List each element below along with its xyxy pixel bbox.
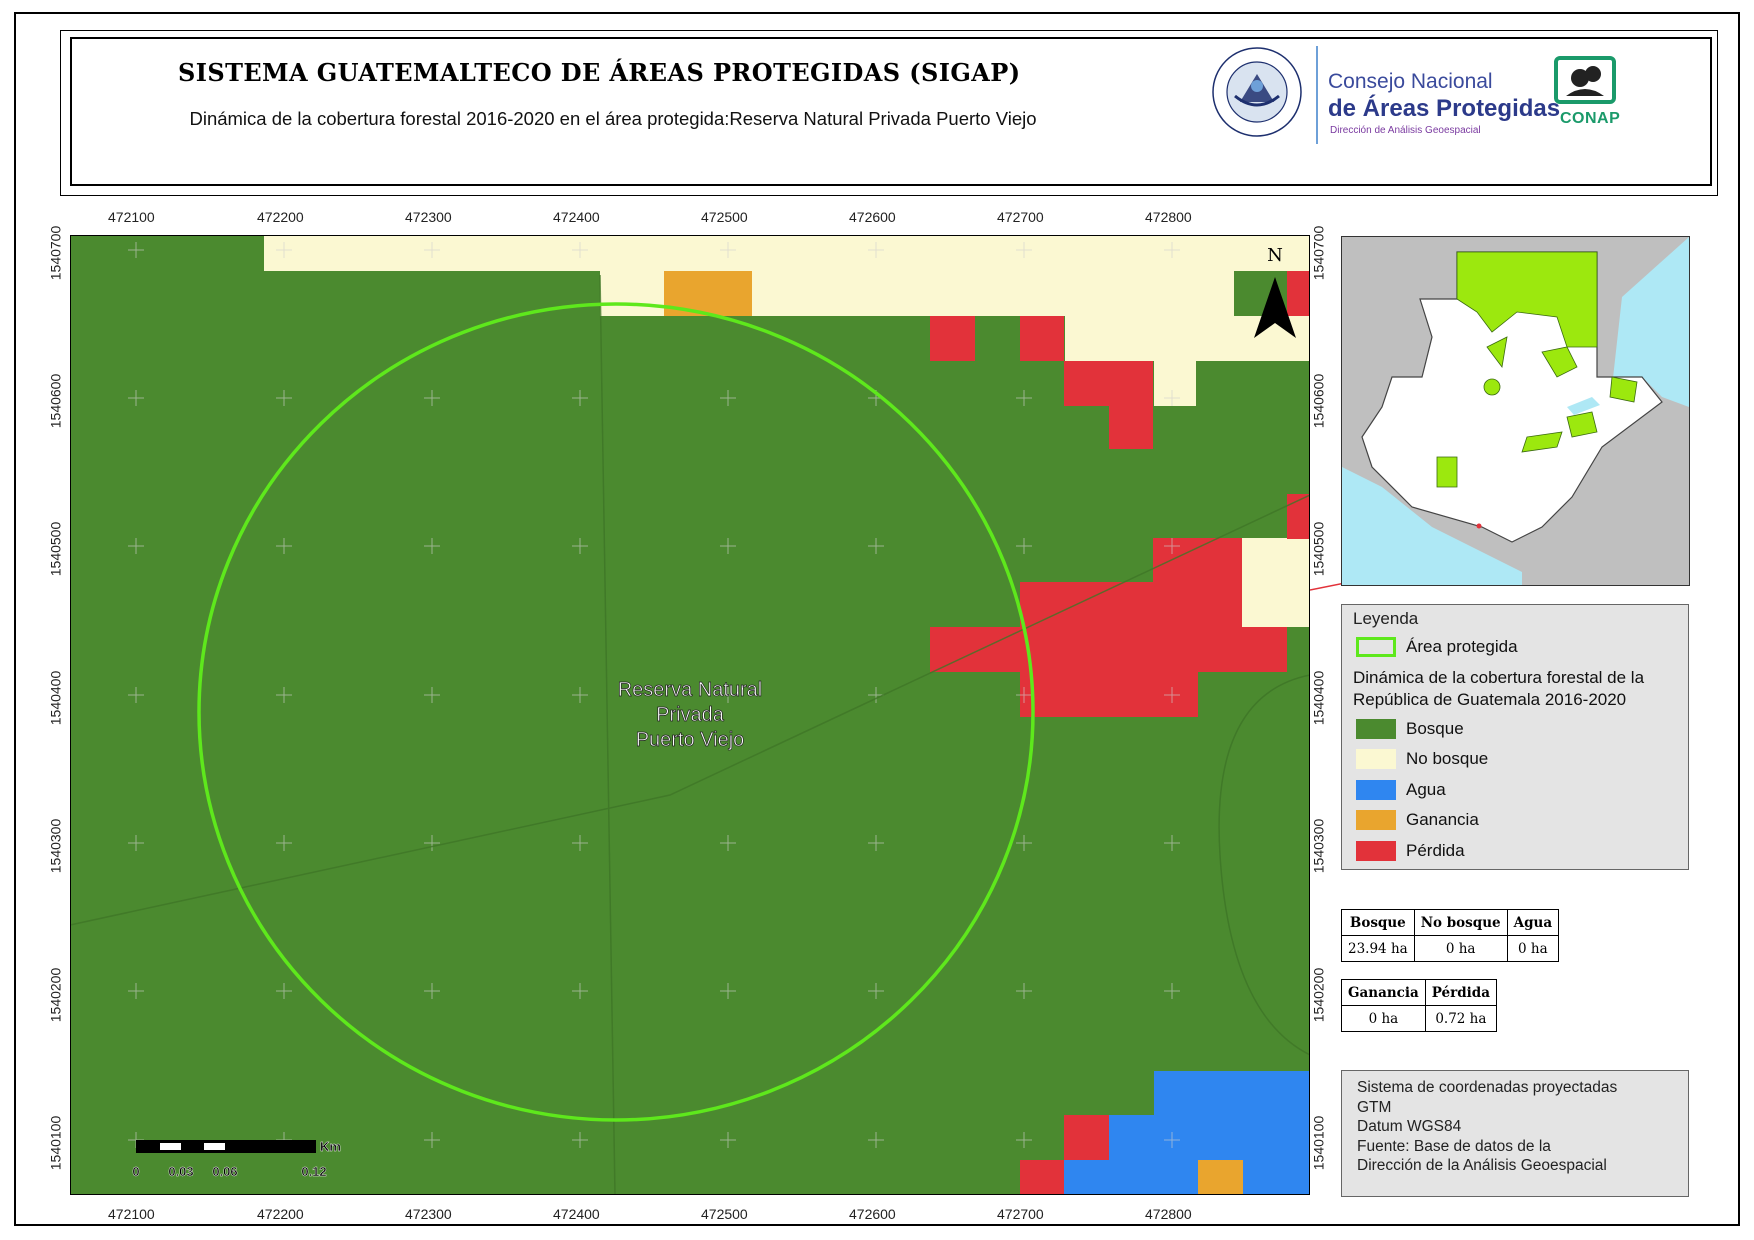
crs-line-1: Sistema de coordenadas proyectadas [1357,1079,1618,1096]
agua-patches [1064,1071,1310,1195]
crs-info-box: Sistema de coordenadas proyectadas GTM D… [1341,1070,1689,1197]
map-title: SISTEMA GUATEMALTECO DE ÁREAS PROTEGIDAS… [178,58,1021,87]
legend-panel: Leyenda Área protegida Dinámica de la co… [1341,604,1689,870]
protected-area-outline[interactable] [197,302,1035,1122]
bosque-label: Bosque [1406,719,1464,738]
stats1-header-bosque: Bosque [1341,909,1415,936]
x-tick-top-1: 472200 [257,209,304,225]
scale-label-0: 0 [132,1164,139,1179]
x-tick-top-0: 472100 [108,209,155,225]
guatemala-seal-logo [1212,47,1302,137]
x-tick-bottom-4: 472500 [701,1206,748,1222]
header-outer-frame [60,30,1718,196]
conap-logo [1554,56,1616,104]
header-box [70,37,1712,186]
stats1-header-agua: Agua [1506,909,1560,936]
legend-title: Leyenda [1353,609,1419,628]
x-tick-bottom-5: 472600 [849,1206,896,1222]
ganancia-label: Ganancia [1406,810,1479,829]
scale-label-1: 0.03 [168,1164,193,1179]
x-tick-bottom-2: 472300 [405,1206,452,1222]
location-marker [1476,523,1482,529]
consejo-line3: Dirección de Análisis Geoespacial [1330,125,1481,136]
x-tick-bottom-3: 472400 [553,1206,600,1222]
y-tick-right-1: 1540600 [1310,373,1327,429]
crs-line-2: GTM [1357,1098,1392,1116]
crs-line-4: Fuente: Base de datos de la [1357,1137,1551,1155]
page-frame [14,12,1740,1226]
scale-label-2: 0.06 [212,1164,237,1179]
y-tick-right-5: 1540200 [1310,967,1327,1023]
north-label: N [1267,245,1283,266]
logo-group [1212,46,1616,144]
crs-line-3: Datum WGS84 [1357,1118,1462,1135]
crs-line-5: Dirección de la Análisis Geoespacial [1357,1157,1607,1174]
conap-label: CONAP [1560,110,1621,127]
bosque-swatch [1356,719,1396,739]
x-tick-top-3: 472400 [553,209,600,225]
stats2-header-ganancia: Ganancia [1341,979,1426,1006]
x-tick-top-2: 472300 [405,209,452,225]
consejo-line2: de Áreas Protegidas [1328,95,1561,122]
no-bosque-swatch [1356,749,1396,769]
x-tick-bottom-7: 472800 [1145,1206,1192,1222]
x-tick-top-4: 472500 [701,209,748,225]
x-tick-top-7: 472800 [1145,209,1192,225]
scale-unit: Km [320,1139,341,1154]
protected-area-label: Área protegida [1406,637,1518,656]
y-tick-right-0: 1540700 [1310,225,1327,281]
ganancia-swatch [1356,810,1396,830]
stats1-value-bosque: 23.94 ha [1341,935,1415,962]
road-lines [70,274,1310,1195]
area-label-line3: Puerto Viejo [636,729,745,751]
perdida-swatch [1356,841,1396,861]
protected-areas-inset [1436,251,1638,488]
x-tick-top-5: 472600 [849,209,896,225]
area-label-line1: Reserva Natural [618,679,763,701]
map-subtitle: Dinámica de la cobertura forestal 2016-2… [189,108,1037,129]
area-label: Reserva Natural Privada Puerto Viejo [617,679,763,752]
caribbean-sea [1612,237,1689,407]
stats-table-2: Ganancia Pérdida 0 ha 0.72 ha [1341,979,1498,1032]
scale-bar: Km 0 0.03 0.06 0.12 [132,1139,341,1179]
y-tick-right-6: 1540100 [1310,1115,1327,1171]
lake-izabal [1567,397,1600,415]
y-tick-left-5: 1540200 [47,967,64,1023]
y-tick-left-1: 1540600 [47,373,64,429]
stats-table-1: Bosque No bosque Agua 23.94 ha 0 ha 0 ha [1341,909,1560,962]
stats1-value-no-bosque: 0 ha [1413,935,1508,962]
stats1-value-agua: 0 ha [1506,935,1560,962]
y-tick-right-4: 1540300 [1310,818,1327,874]
north-arrow: N [1254,245,1296,338]
stats2-value-ganancia: 0 ha [1341,1005,1426,1032]
consejo-line1: Consejo Nacional [1328,70,1493,93]
grid-crosses [128,242,1180,1148]
y-tick-left-6: 1540100 [47,1115,64,1171]
perdida-patches [930,271,1310,1195]
protected-area-swatch [1356,637,1396,657]
scale-label-3: 0.12 [301,1164,326,1179]
perdida-label: Pérdida [1406,841,1465,860]
pacific-ocean [1342,467,1522,585]
y-tick-left-3: 1540400 [47,670,64,726]
y-tick-left-0: 1540700 [47,225,64,281]
legend-dynamics-title: Dinámica de la cobertura forestal de la … [1353,668,1645,709]
stats1-header-no-bosque: No bosque [1413,909,1508,936]
y-tick-right-3: 1540400 [1310,670,1327,726]
north-arrow-icon [1254,277,1296,338]
x-tick-bottom-6: 472700 [997,1206,1044,1222]
x-tick-top-6: 472700 [997,209,1044,225]
main-map[interactable]: Reserva Natural Privada Puerto Viejo N K… [70,235,1310,1195]
y-tick-left-4: 1540300 [47,818,64,874]
no-bosque-label: No bosque [1406,749,1489,768]
x-tick-bottom-1: 472200 [257,1206,304,1222]
agua-label: Agua [1406,780,1446,799]
inset-locator-map[interactable] [1341,236,1690,586]
area-label-line2: Privada [656,704,725,726]
agua-swatch [1356,780,1396,800]
stats2-header-perdida: Pérdida [1424,979,1498,1006]
x-tick-bottom-0: 472100 [108,1206,155,1222]
stats2-value-perdida: 0.72 ha [1424,1005,1498,1032]
y-tick-left-2: 1540500 [47,521,64,577]
